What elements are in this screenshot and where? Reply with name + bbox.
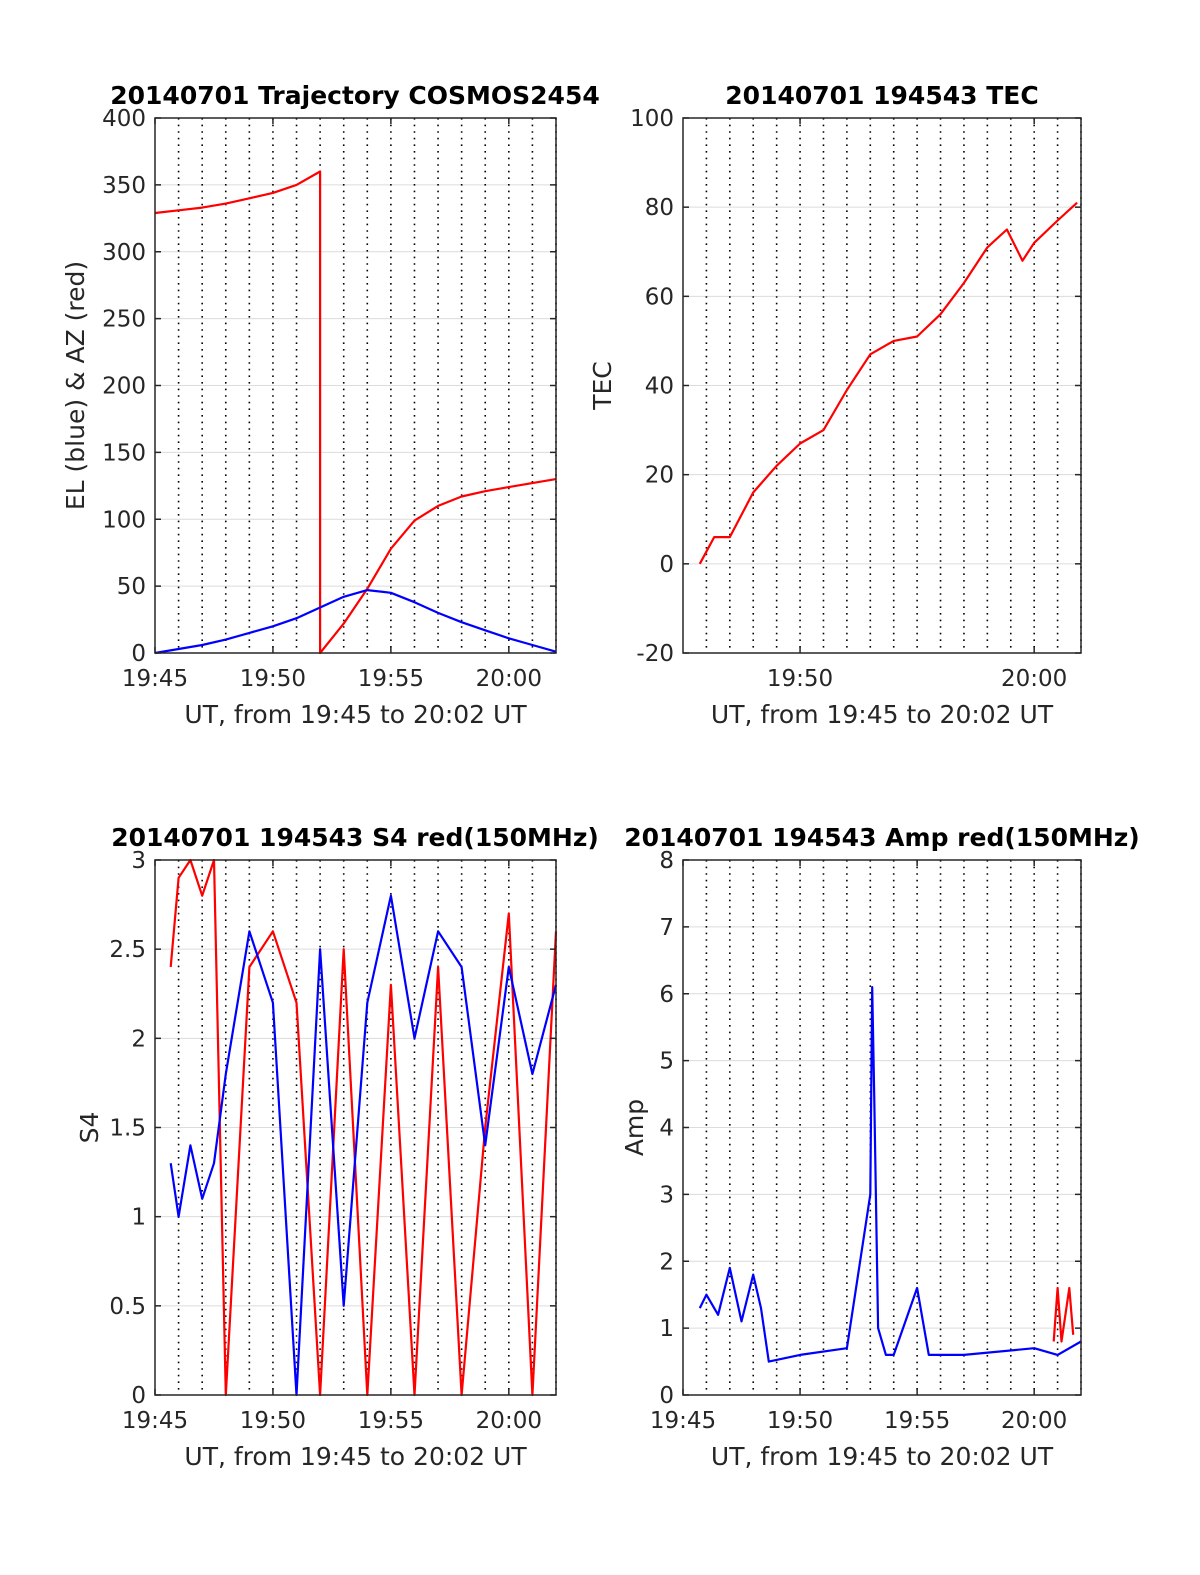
chart-title: 20140701 194543 Amp red(150MHz) (624, 823, 1140, 852)
y-tick-label: 0 (659, 1383, 674, 1409)
y-tick-label: 40 (645, 374, 674, 400)
y-tick-label: 6 (659, 982, 674, 1008)
y-tick-label: 8 (659, 848, 674, 874)
series-1-line (698, 201, 1078, 565)
y-tick-label: 200 (102, 374, 146, 400)
y-axis-label: EL (blue) & AZ (red) (61, 261, 90, 510)
series-1-line (154, 170, 557, 655)
y-tick-label: 3 (131, 848, 146, 874)
y-tick-label: 7 (659, 915, 674, 941)
y-tick-label: 2.5 (109, 937, 146, 963)
y-tick-label: 300 (102, 240, 146, 266)
y-tick-label: 80 (645, 195, 674, 221)
series-2-line (698, 985, 1082, 1363)
y-tick-label: 3 (659, 1182, 674, 1208)
x-tick-label: 19:50 (240, 666, 306, 692)
x-axis-label: UT, from 19:45 to 20:02 UT (184, 1442, 527, 1471)
y-tick-label: 400 (102, 106, 146, 132)
x-tick-label: 19:50 (240, 1408, 306, 1434)
y-tick-label: 0 (131, 641, 146, 667)
y-tick-label: 1.5 (109, 1116, 146, 1142)
series-2-line (154, 588, 557, 655)
x-tick-label: 19:45 (122, 1408, 188, 1434)
x-tick-label: 19:55 (358, 666, 424, 692)
y-tick-label: 20 (645, 463, 674, 489)
y-tick-label: 100 (102, 507, 146, 533)
y-tick-label: 0 (131, 1383, 146, 1409)
y-tick-label: 350 (102, 173, 146, 199)
x-tick-label: 20:00 (476, 1408, 542, 1434)
y-tick-label: 1 (659, 1316, 674, 1342)
series-2-line (169, 894, 558, 1397)
y-tick-label: 2 (659, 1249, 674, 1275)
x-tick-label: 19:50 (767, 1408, 833, 1434)
y-tick-label: 250 (102, 307, 146, 333)
y-tick-label: 50 (117, 574, 146, 600)
chart-panel-1: 0 50 100 150 200 250 300 350 400 19:45 19:50 19:55 2… (61, 81, 600, 729)
y-tick-label: 5 (659, 1049, 674, 1075)
x-axis-label: UT, from 19:45 to 20:02 UT (711, 1442, 1054, 1471)
x-tick-label: 19:55 (358, 1408, 424, 1434)
y-tick-label: 100 (630, 106, 674, 132)
x-axis-label: UT, from 19:45 to 20:02 UT (184, 700, 527, 729)
y-tick-label: -20 (636, 641, 674, 667)
x-tick-label: 19:50 (767, 666, 833, 692)
x-tick-label: 19:45 (122, 666, 188, 692)
chart-title: 20140701 194543 S4 red(150MHz) (111, 823, 599, 852)
x-tick-label: 19:45 (650, 1408, 716, 1434)
y-tick-label: 1 (131, 1205, 146, 1231)
x-tick-label: 19:55 (884, 1408, 950, 1434)
x-axis-label: UT, from 19:45 to 20:02 UT (711, 700, 1054, 729)
chart-panel-4: 0 1 2 3 4 5 6 7 8 19:45 19:50 19:55 20:00 20140701 19… (620, 823, 1140, 1471)
x-tick-label: 20:00 (476, 666, 542, 692)
x-tick-label: 20:00 (1001, 1408, 1067, 1434)
chart-panel-2: -20 0 20 40 60 80 100 19:50 20:00 20140701 194543… (588, 81, 1082, 729)
y-tick-label: 150 (102, 440, 146, 466)
y-axis-label: Amp (620, 1099, 649, 1156)
y-axis-label: S4 (75, 1112, 104, 1144)
y-axis-label: TEC (588, 361, 617, 411)
x-tick-label: 20:00 (1001, 666, 1067, 692)
chart-title: 20140701 194543 TEC (725, 81, 1038, 110)
series-1-line (1052, 1286, 1075, 1343)
chart-title: 20140701 Trajectory COSMOS2454 (110, 81, 600, 110)
y-tick-label: 4 (659, 1116, 674, 1142)
series-1-line (169, 858, 558, 1397)
y-tick-label: 60 (645, 284, 674, 310)
chart-panel-3: 0 0.5 1 1.5 2 2.5 3 19:45 19:50 19:55 20:00 2014070… (75, 823, 599, 1471)
y-tick-label: 2 (131, 1026, 146, 1052)
y-tick-label: 0.5 (109, 1294, 146, 1320)
y-tick-label: 0 (659, 552, 674, 578)
